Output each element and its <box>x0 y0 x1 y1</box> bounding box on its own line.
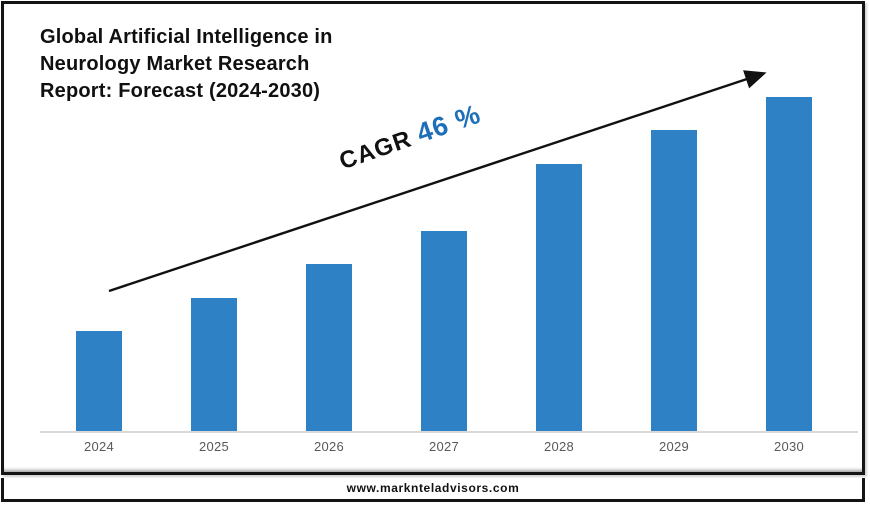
bar-2027 <box>421 231 467 432</box>
x-axis-label-2027: 2027 <box>428 439 460 454</box>
bar-2029 <box>651 130 697 432</box>
bar-2030 <box>766 97 812 432</box>
x-axis-label-2030: 2030 <box>773 439 805 454</box>
bar-2028 <box>536 164 582 432</box>
x-axis-label-2025: 2025 <box>198 439 230 454</box>
bar-2026 <box>306 264 352 432</box>
bar-2025 <box>191 298 237 432</box>
footer-url: www.marknteladvisors.com <box>346 481 520 495</box>
x-axis-label-2028: 2028 <box>543 439 575 454</box>
bar-2024 <box>76 331 122 432</box>
x-axis-line <box>40 431 858 433</box>
x-axis-label-2026: 2026 <box>313 439 345 454</box>
chart-title-line-2: Neurology Market Research <box>40 53 310 75</box>
footer-band: www.marknteladvisors.com <box>1 478 865 502</box>
x-axis-label-2029: 2029 <box>658 439 690 454</box>
chart-title-line-1: Global Artificial Intelligence in <box>40 26 333 48</box>
x-axis-label-2024: 2024 <box>83 439 115 454</box>
